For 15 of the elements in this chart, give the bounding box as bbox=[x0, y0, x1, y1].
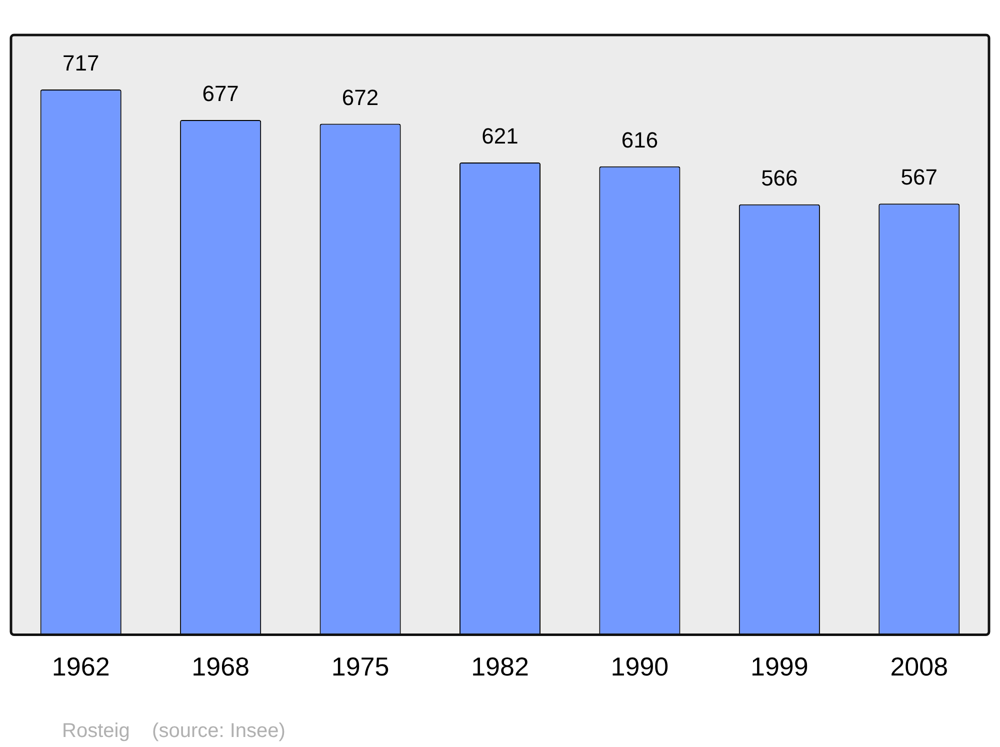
text: Rosteig (source: Insee) bbox=[62, 720, 286, 742]
x-tick-label: 1982 bbox=[471, 652, 529, 682]
data-label: 616 bbox=[621, 127, 658, 152]
data-label: 566 bbox=[761, 165, 798, 190]
x-tick-label: 1962 bbox=[52, 652, 110, 682]
data-label: 672 bbox=[342, 84, 379, 110]
data-label: 677 bbox=[202, 81, 239, 106]
x-tick-label: 1990 bbox=[610, 652, 669, 682]
x-tick-label: 1968 bbox=[192, 652, 250, 682]
data-label: 621 bbox=[482, 124, 518, 149]
x-tick-label: 1975 bbox=[331, 652, 390, 682]
x-tick-label: 1999 bbox=[750, 652, 808, 682]
data-label: 717 bbox=[62, 50, 100, 76]
data-label: 567 bbox=[900, 164, 938, 190]
x-tick-label: 2008 bbox=[890, 652, 948, 682]
